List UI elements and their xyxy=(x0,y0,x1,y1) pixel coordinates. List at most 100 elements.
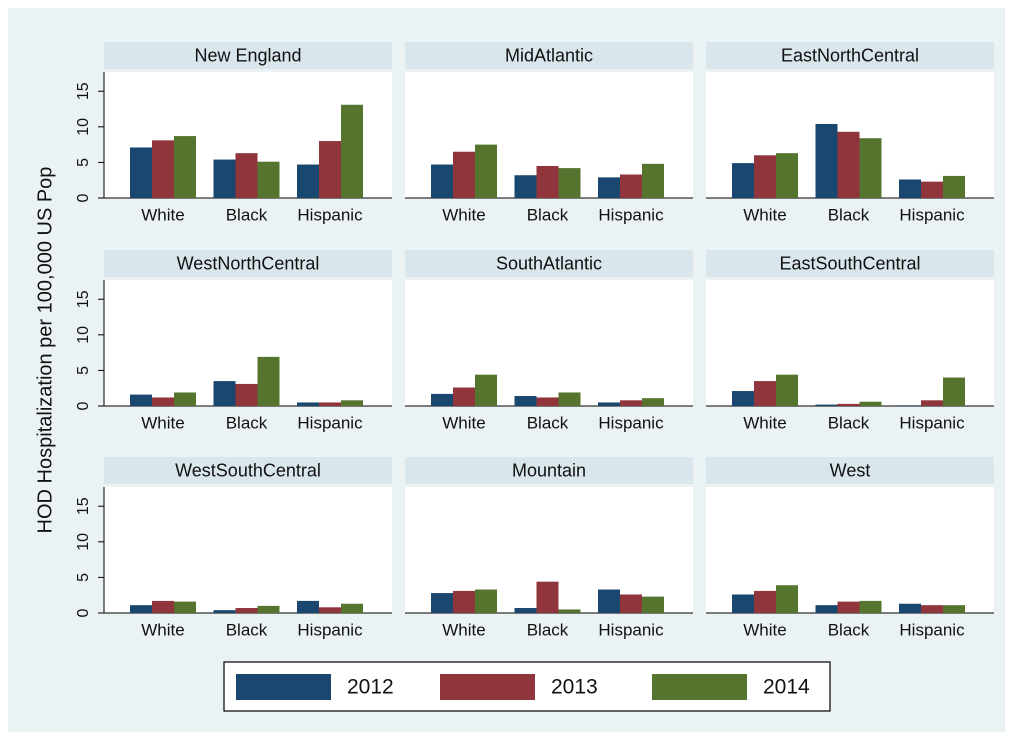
panel-title: EastSouthCentral xyxy=(779,253,920,273)
bar xyxy=(475,589,497,613)
legend-swatch xyxy=(440,674,535,700)
bar xyxy=(213,610,236,613)
bar xyxy=(235,153,258,198)
bar xyxy=(514,396,537,406)
bar xyxy=(152,600,174,613)
legend-swatch xyxy=(652,674,747,700)
x-tick-label: White xyxy=(442,413,485,432)
x-tick-label: Hispanic xyxy=(899,620,965,639)
x-tick-label: Black xyxy=(527,620,569,639)
strip xyxy=(104,457,392,484)
bar xyxy=(754,590,776,613)
bar xyxy=(642,163,664,198)
bar xyxy=(453,151,475,198)
bar xyxy=(257,161,280,198)
y-tick-label: 0 xyxy=(75,401,92,410)
bar xyxy=(943,377,965,406)
bar xyxy=(943,605,965,613)
y-tick-label: 5 xyxy=(75,366,92,375)
bar xyxy=(732,391,754,406)
bar xyxy=(235,383,258,406)
bar xyxy=(257,356,280,406)
bar xyxy=(130,394,152,406)
bar xyxy=(453,387,475,406)
plot-area xyxy=(104,487,392,613)
bar xyxy=(776,374,798,406)
bar xyxy=(754,155,776,198)
bar xyxy=(514,175,537,198)
y-tick-label: 5 xyxy=(75,573,92,582)
y-tick-label: 0 xyxy=(75,608,92,617)
panel-title: WestSouthCentral xyxy=(175,460,321,480)
panel-title: New England xyxy=(194,45,301,65)
legend-label: 2012 xyxy=(347,676,394,699)
x-tick-label: Hispanic xyxy=(899,205,965,224)
bar xyxy=(341,603,363,613)
x-tick-label: Black xyxy=(828,620,870,639)
plot-area xyxy=(706,487,994,613)
x-tick-label: Hispanic xyxy=(598,205,664,224)
y-tick-label: 5 xyxy=(75,158,92,167)
y-tick-label: 15 xyxy=(75,82,92,100)
bar xyxy=(620,400,642,406)
bar xyxy=(815,123,838,198)
y-tick-label: 15 xyxy=(75,497,92,515)
x-tick-label: Black xyxy=(527,413,569,432)
y-tick-label: 15 xyxy=(75,290,92,308)
bar xyxy=(536,397,559,406)
bar xyxy=(152,140,174,198)
panel-title: MidAtlantic xyxy=(505,45,593,65)
bar xyxy=(859,401,882,406)
bar xyxy=(130,147,152,198)
strip xyxy=(104,250,392,277)
x-tick-label: White xyxy=(141,620,184,639)
bar xyxy=(754,381,776,406)
bar xyxy=(899,405,921,406)
bar xyxy=(297,164,319,198)
x-tick-label: White xyxy=(743,413,786,432)
panel-title: SouthAtlantic xyxy=(496,253,602,273)
panel-title: WestNorthCentral xyxy=(177,253,320,273)
legend-swatch xyxy=(236,674,331,700)
bar xyxy=(899,179,921,198)
bar xyxy=(152,397,174,406)
x-tick-label: Black xyxy=(828,205,870,224)
bar xyxy=(859,138,882,198)
y-tick-label: 10 xyxy=(75,118,92,136)
bar xyxy=(319,607,341,613)
bar xyxy=(837,131,860,198)
bar xyxy=(514,608,537,613)
bar xyxy=(558,609,581,613)
y-tick-label: 10 xyxy=(75,533,92,551)
panel-title: EastNorthCentral xyxy=(781,45,919,65)
bar xyxy=(297,402,319,406)
plot-area xyxy=(405,280,693,406)
bar xyxy=(776,153,798,198)
strip xyxy=(706,457,994,484)
bar xyxy=(475,374,497,406)
x-tick-label: White xyxy=(743,205,786,224)
bar xyxy=(235,608,258,613)
bar xyxy=(776,585,798,613)
bar xyxy=(319,402,341,406)
x-tick-label: Hispanic xyxy=(297,620,363,639)
strip xyxy=(104,42,392,69)
bar xyxy=(921,605,943,613)
bar xyxy=(598,402,620,406)
x-tick-label: White xyxy=(743,620,786,639)
bar xyxy=(943,175,965,198)
legend-label: 2013 xyxy=(551,676,598,699)
bar xyxy=(837,601,860,613)
bar xyxy=(341,400,363,406)
bar xyxy=(558,392,581,406)
bar xyxy=(213,381,236,406)
strip xyxy=(405,457,693,484)
bar xyxy=(921,400,943,406)
bar xyxy=(815,605,838,613)
bar xyxy=(453,590,475,613)
bar xyxy=(341,104,363,198)
bar xyxy=(319,141,341,198)
panel-title: West xyxy=(830,460,871,480)
x-tick-label: Hispanic xyxy=(297,413,363,432)
